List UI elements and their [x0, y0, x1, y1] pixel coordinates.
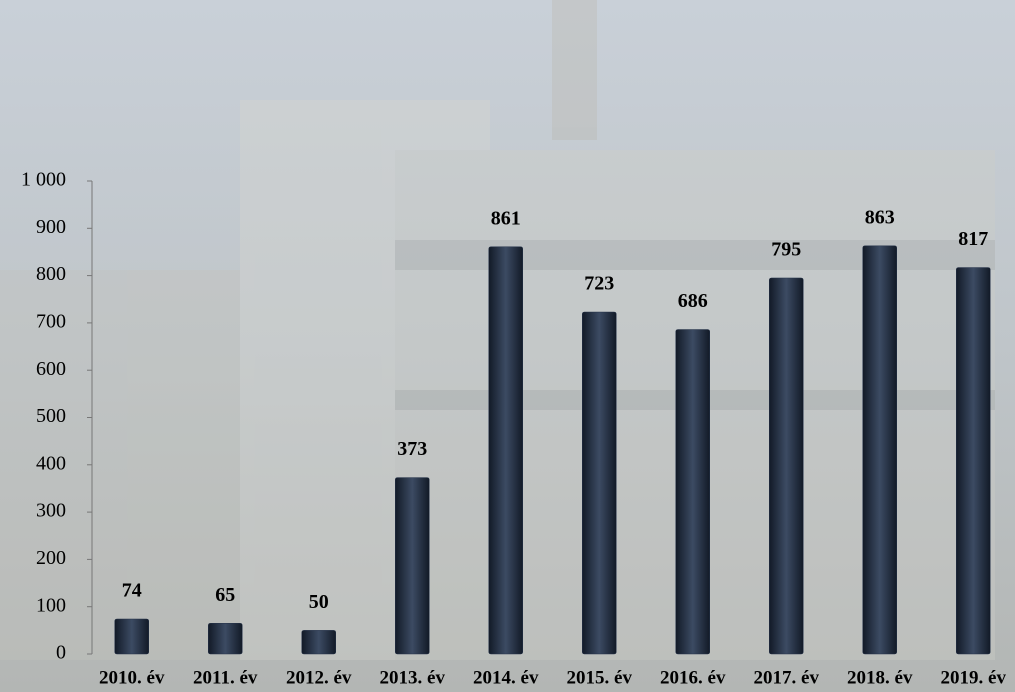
y-tick-label: 900: [36, 216, 66, 238]
value-label: 50: [309, 591, 329, 613]
value-label: 795: [771, 239, 801, 261]
value-label: 817: [958, 228, 988, 250]
bar: [675, 329, 710, 655]
y-tick-label: 700: [36, 310, 66, 332]
y-tick-label: 600: [36, 358, 66, 380]
y-tick-label: 800: [36, 263, 66, 285]
x-tick-label: 2016. év: [660, 667, 726, 688]
value-label: 723: [584, 273, 614, 295]
bar: [582, 311, 617, 655]
value-label: 861: [491, 207, 521, 229]
bar: [488, 246, 523, 655]
y-tick-label: 1 000: [21, 169, 66, 191]
value-label: 686: [678, 290, 708, 312]
x-tick-label: 2018. év: [847, 667, 913, 688]
bar: [956, 267, 991, 655]
x-tick-label: 2012. év: [286, 667, 352, 688]
value-label: 65: [215, 584, 235, 606]
x-tick-label: 2017. év: [754, 667, 820, 688]
y-tick-label: 200: [36, 547, 66, 569]
y-tick-label: 500: [36, 405, 66, 427]
x-tick-label: 2015. év: [567, 667, 633, 688]
y-tick-label: 0: [56, 642, 66, 664]
x-tick-label: 2010. év: [99, 667, 165, 688]
bar: [208, 623, 243, 655]
bar: [301, 630, 336, 655]
x-tick-label: 2013. év: [380, 667, 446, 688]
bar: [114, 618, 149, 655]
value-label: 863: [865, 206, 895, 228]
bar: [395, 477, 430, 655]
x-tick-label: 2011. év: [193, 667, 258, 688]
value-label: 373: [397, 438, 427, 460]
x-tick-label: 2019. év: [941, 667, 1007, 688]
y-tick-label: 400: [36, 452, 66, 474]
value-label: 74: [122, 580, 142, 602]
y-tick-label: 100: [36, 594, 66, 616]
y-tick-label: 300: [36, 500, 66, 522]
x-tick-label: 2014. év: [473, 667, 539, 688]
bar: [769, 277, 804, 655]
bar: [862, 245, 897, 655]
